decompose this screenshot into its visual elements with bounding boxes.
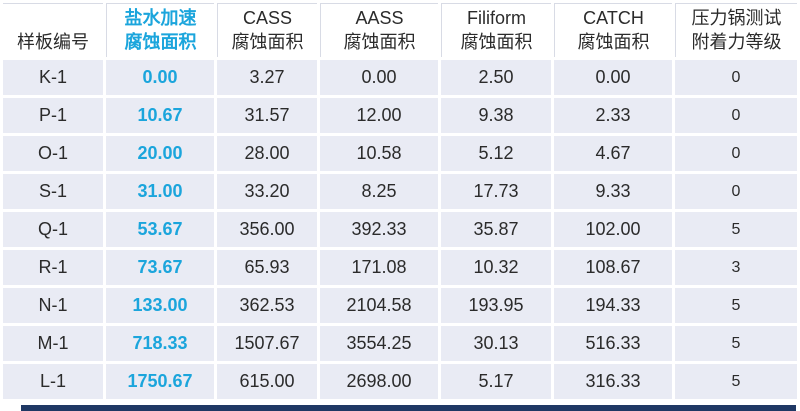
sample-id-cell: M-1 xyxy=(3,326,103,361)
adhesion-grade-cell: 0 xyxy=(675,98,797,133)
value-cell: 2.50 xyxy=(441,60,551,95)
value-cell: 615.00 xyxy=(217,364,317,399)
header-line: Filiform xyxy=(467,8,526,28)
value-cell: 316.33 xyxy=(554,364,672,399)
corrosion-data-table: 样板编号 盐水加速 腐蚀面积 CASS 腐蚀面积 AASS 腐蚀面积 Filif… xyxy=(3,3,797,399)
sample-id-cell: N-1 xyxy=(3,288,103,323)
sample-id-cell: Q-1 xyxy=(3,212,103,247)
value-cell: 0.00 xyxy=(320,60,438,95)
value-cell: 133.00 xyxy=(106,288,214,323)
value-cell: 8.25 xyxy=(320,174,438,209)
table-row: M-1 718.33 1507.67 3554.25 30.13 516.33 … xyxy=(3,326,797,361)
value-cell: 5.17 xyxy=(441,364,551,399)
adhesion-grade-cell: 3 xyxy=(675,250,797,285)
adhesion-grade-cell: 5 xyxy=(675,212,797,247)
value-cell: 1507.67 xyxy=(217,326,317,361)
header-line: CATCH xyxy=(583,8,644,28)
header-cell-catch: CATCH 腐蚀面积 xyxy=(554,3,672,57)
header-line: 样板编号 xyxy=(17,32,89,52)
value-cell: 392.33 xyxy=(320,212,438,247)
value-cell: 516.33 xyxy=(554,326,672,361)
value-cell: 108.67 xyxy=(554,250,672,285)
value-cell: 28.00 xyxy=(217,136,317,171)
sample-id-cell: O-1 xyxy=(3,136,103,171)
value-cell: 2.33 xyxy=(554,98,672,133)
value-cell: 10.32 xyxy=(441,250,551,285)
header-line: 腐蚀面积 xyxy=(231,32,304,52)
value-cell: 0.00 xyxy=(106,60,214,95)
value-cell: 718.33 xyxy=(106,326,214,361)
value-cell: 194.33 xyxy=(554,288,672,323)
header-row: 样板编号 盐水加速 腐蚀面积 CASS 腐蚀面积 AASS 腐蚀面积 Filif… xyxy=(3,3,797,57)
value-cell: 30.13 xyxy=(441,326,551,361)
value-cell: 53.67 xyxy=(106,212,214,247)
header-line: 附着力等级 xyxy=(691,32,782,52)
value-cell: 3554.25 xyxy=(320,326,438,361)
value-cell: 362.53 xyxy=(217,288,317,323)
header-line: 腐蚀面积 xyxy=(124,32,197,52)
sample-id-cell: R-1 xyxy=(3,250,103,285)
value-cell: 33.20 xyxy=(217,174,317,209)
table-row: O-1 20.00 28.00 10.58 5.12 4.67 0 xyxy=(3,136,797,171)
header-cell-filiform: Filiform 腐蚀面积 xyxy=(441,3,551,57)
header-cell-cass: CASS 腐蚀面积 xyxy=(217,3,317,57)
value-cell: 20.00 xyxy=(106,136,214,171)
value-cell: 73.67 xyxy=(106,250,214,285)
value-cell: 356.00 xyxy=(217,212,317,247)
value-cell: 5.12 xyxy=(441,136,551,171)
value-cell: 65.93 xyxy=(217,250,317,285)
header-cell-adhesion: 压力锅测试 附着力等级 xyxy=(675,3,797,57)
adhesion-grade-cell: 5 xyxy=(675,288,797,323)
bottom-navy-bar xyxy=(21,405,796,411)
value-cell: 2698.00 xyxy=(320,364,438,399)
value-cell: 4.67 xyxy=(554,136,672,171)
table-row: K-1 0.00 3.27 0.00 2.50 0.00 0 xyxy=(3,60,797,95)
value-cell: 9.33 xyxy=(554,174,672,209)
value-cell: 31.57 xyxy=(217,98,317,133)
table-row: Q-1 53.67 356.00 392.33 35.87 102.00 5 xyxy=(3,212,797,247)
value-cell: 102.00 xyxy=(554,212,672,247)
header-line: 腐蚀面积 xyxy=(343,32,416,52)
sample-id-cell: L-1 xyxy=(3,364,103,399)
value-cell: 171.08 xyxy=(320,250,438,285)
value-cell: 9.38 xyxy=(441,98,551,133)
value-cell: 17.73 xyxy=(441,174,551,209)
adhesion-grade-cell: 0 xyxy=(675,60,797,95)
value-cell: 31.00 xyxy=(106,174,214,209)
adhesion-grade-cell: 0 xyxy=(675,136,797,171)
table-row: S-1 31.00 33.20 8.25 17.73 9.33 0 xyxy=(3,174,797,209)
value-cell: 193.95 xyxy=(441,288,551,323)
sample-id-cell: S-1 xyxy=(3,174,103,209)
table-row: N-1 133.00 362.53 2104.58 193.95 194.33 … xyxy=(3,288,797,323)
adhesion-grade-cell: 0 xyxy=(675,174,797,209)
table-row: L-1 1750.67 615.00 2698.00 5.17 316.33 5 xyxy=(3,364,797,399)
value-cell: 3.27 xyxy=(217,60,317,95)
adhesion-grade-cell: 5 xyxy=(675,364,797,399)
value-cell: 10.67 xyxy=(106,98,214,133)
value-cell: 0.00 xyxy=(554,60,672,95)
header-line: 压力锅测试 xyxy=(691,8,782,28)
table-row: R-1 73.67 65.93 171.08 10.32 108.67 3 xyxy=(3,250,797,285)
header-line: 腐蚀面积 xyxy=(577,32,650,52)
table-row: P-1 10.67 31.57 12.00 9.38 2.33 0 xyxy=(3,98,797,133)
sample-id-cell: P-1 xyxy=(3,98,103,133)
value-cell: 10.58 xyxy=(320,136,438,171)
value-cell: 12.00 xyxy=(320,98,438,133)
header-line: CASS xyxy=(242,8,293,28)
sample-id-cell: K-1 xyxy=(3,60,103,95)
header-line: AASS xyxy=(355,8,404,28)
header-cell-aass: AASS 腐蚀面积 xyxy=(320,3,438,57)
header-cell-saltwater: 盐水加速 腐蚀面积 xyxy=(106,3,214,57)
value-cell: 1750.67 xyxy=(106,364,214,399)
header-line: 腐蚀面积 xyxy=(460,32,533,52)
header-line: 盐水加速 xyxy=(124,8,197,28)
value-cell: 2104.58 xyxy=(320,288,438,323)
header-cell-sample-id: 样板编号 xyxy=(3,3,103,57)
value-cell: 35.87 xyxy=(441,212,551,247)
adhesion-grade-cell: 5 xyxy=(675,326,797,361)
